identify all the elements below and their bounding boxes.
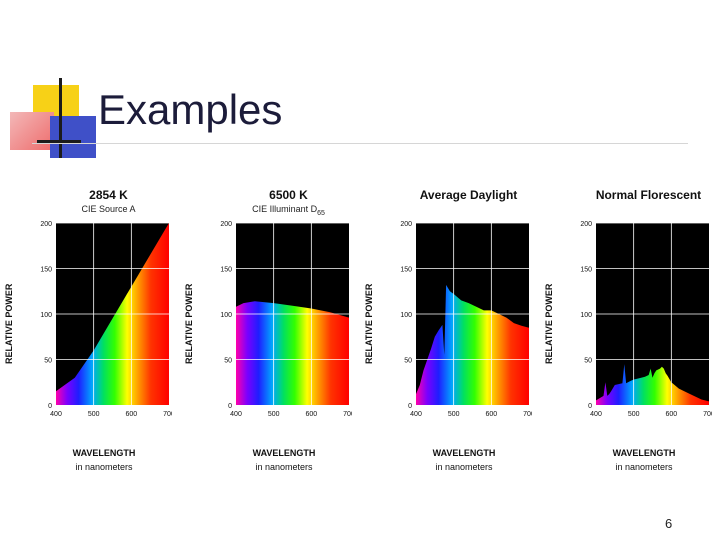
x-axis-label: WAVELENGTH bbox=[612, 448, 676, 458]
x-tick-label: 500 bbox=[88, 411, 100, 418]
y-tick-label: 100 bbox=[400, 312, 412, 319]
y-tick-label: 200 bbox=[40, 221, 52, 228]
y-tick-label: 150 bbox=[580, 267, 592, 274]
x-tick-label: 700 bbox=[343, 411, 352, 418]
chart-title: Normal Florescent bbox=[595, 188, 702, 202]
spectrum-plot: 0 50 100 150 200 400 500 600 700 bbox=[220, 221, 352, 418]
y-tick-label: 150 bbox=[220, 267, 232, 274]
chart-title: 2854 K bbox=[89, 188, 128, 202]
title-divider bbox=[32, 143, 688, 144]
chart-subtitle: CIE Illuminant D65 bbox=[222, 204, 355, 217]
spectrum-area bbox=[416, 284, 529, 405]
y-tick-label: 50 bbox=[404, 358, 412, 365]
y-tick-label: 150 bbox=[40, 267, 52, 274]
x-axis-sublabel: in nanometers bbox=[255, 462, 313, 472]
y-tick-label: 0 bbox=[588, 403, 592, 410]
logo-horizontal-line bbox=[37, 140, 81, 143]
x-tick-label: 700 bbox=[703, 411, 712, 418]
y-tick-label: 100 bbox=[40, 312, 52, 319]
y-tick-label: 0 bbox=[228, 403, 232, 410]
chart-title: 6500 K bbox=[269, 188, 308, 202]
y-tick-label: 200 bbox=[580, 221, 592, 228]
spectrum-area bbox=[596, 364, 709, 405]
chart-subtitle: CIE Source A bbox=[81, 204, 136, 214]
x-axis-label: WAVELENGTH bbox=[72, 448, 136, 458]
x-tick-label: 700 bbox=[523, 411, 532, 418]
y-axis-label: RELATIVE POWER bbox=[4, 283, 14, 364]
y-tick-label: 150 bbox=[400, 267, 412, 274]
x-axis-label: WAVELENGTH bbox=[252, 448, 316, 458]
y-tick-label: 50 bbox=[44, 358, 52, 365]
page-number: 6 bbox=[665, 516, 673, 531]
x-axis-sublabel: in nanometers bbox=[435, 462, 493, 472]
chart-title: Average Daylight bbox=[419, 188, 518, 202]
x-tick-label: 500 bbox=[628, 411, 640, 418]
chart-normal-florescent: Normal Florescent RELATIVE POWER 0 50 100 1… bbox=[540, 180, 715, 480]
spectrum-area bbox=[236, 301, 349, 405]
chart-subtitle-subscript: 65 bbox=[317, 209, 325, 217]
y-tick-label: 0 bbox=[48, 403, 52, 410]
spectrum-plot: 0 50 100 150 200 400 500 600 700 bbox=[400, 221, 532, 418]
logo-square-pink bbox=[10, 112, 54, 150]
spectrum-plot: 0 50 100 150 200 400 500 600 700 bbox=[40, 221, 172, 418]
y-tick-label: 50 bbox=[584, 358, 592, 365]
x-tick-label: 400 bbox=[230, 411, 242, 418]
y-axis-label: RELATIVE POWER bbox=[544, 283, 554, 364]
y-tick-label: 100 bbox=[580, 312, 592, 319]
y-axis-label: RELATIVE POWER bbox=[184, 283, 194, 364]
x-tick-label: 600 bbox=[485, 411, 497, 418]
chart-source-a: 2854 K CIE Source A RELATIVE POWER 0 50 10… bbox=[0, 180, 175, 480]
x-tick-label: 600 bbox=[665, 411, 677, 418]
y-tick-label: 200 bbox=[220, 221, 232, 228]
x-tick-label: 500 bbox=[268, 411, 280, 418]
y-tick-label: 200 bbox=[400, 221, 412, 228]
x-tick-label: 500 bbox=[448, 411, 460, 418]
chart-illuminant-d65: 6500 K CIE Illuminant D65 RELATIVE POWER… bbox=[180, 180, 355, 480]
logo-vertical-line bbox=[59, 78, 62, 158]
slide-title: Examples bbox=[98, 86, 283, 133]
logo-square-blue bbox=[50, 116, 96, 158]
x-tick-label: 600 bbox=[305, 411, 317, 418]
x-tick-label: 400 bbox=[590, 411, 602, 418]
y-tick-label: 0 bbox=[408, 403, 412, 410]
chart-average-daylight: Average Daylight RELATIVE POWER 0 50 100 15… bbox=[360, 180, 535, 480]
x-tick-label: 400 bbox=[410, 411, 422, 418]
x-axis-label: WAVELENGTH bbox=[432, 448, 496, 458]
y-axis-label: RELATIVE POWER bbox=[364, 283, 374, 364]
x-axis-sublabel: in nanometers bbox=[615, 462, 673, 472]
y-tick-label: 50 bbox=[224, 358, 232, 365]
x-tick-label: 400 bbox=[50, 411, 62, 418]
x-tick-label: 700 bbox=[163, 411, 172, 418]
spectrum-plot: 0 50 100 150 200 400 500 600 700 bbox=[580, 221, 712, 418]
y-tick-label: 100 bbox=[220, 312, 232, 319]
chart-subtitle-text: CIE Illuminant D bbox=[252, 204, 318, 214]
x-axis-sublabel: in nanometers bbox=[75, 462, 133, 472]
x-tick-label: 600 bbox=[125, 411, 137, 418]
